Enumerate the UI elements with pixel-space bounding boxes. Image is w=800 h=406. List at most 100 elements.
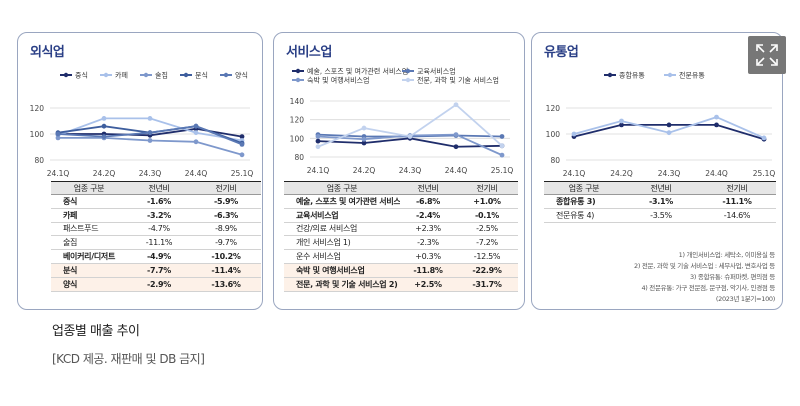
data-point — [453, 102, 459, 108]
y-tick-label: 80 — [34, 156, 44, 165]
legend-label: 종합유통 — [619, 71, 645, 80]
panel-retail: 유통업 80 100 120 24.1Q 24.2Q 24.3Q 24.4Q 25.1Q 종합유… — [531, 32, 783, 310]
data-point — [315, 134, 321, 139]
x-tick-label: 24.4Q — [445, 166, 468, 175]
y-tick-label: 120 — [546, 104, 561, 113]
footnote: 4) 전문유통: 가구 전문점, 문구점, 악기사, 인경점 등 — [641, 284, 775, 292]
y-tick-label: 100 — [290, 134, 305, 143]
table-row: 예술, 스포츠 및 여가관련 서비스업 -6.8% +1.0% — [284, 194, 518, 209]
table-cell-qoq: -31.7% — [456, 277, 518, 292]
panel-food: 외식업 80 100 120 24.1Q 24.2Q 24.3Q 24.4Q 25.1Q 중식 카… — [17, 32, 263, 310]
footnote: 3) 종합유통: 슈퍼마켓, 편의점 등 — [690, 273, 775, 281]
table-cell-qoq: -22.9% — [456, 263, 518, 278]
table-row: 숙박 및 여행서비스업 -11.8% -22.9% — [284, 263, 518, 278]
expand-icon — [756, 44, 778, 66]
table-row: 건강/의료 서비스업 +2.3% -2.5% — [284, 222, 518, 237]
table-cell-yoy: -7.7% — [127, 263, 191, 278]
table-cell-name: 베이커리/디저트 — [51, 249, 127, 264]
legend-label: 양식 — [235, 71, 248, 80]
table-cell-name: 개인 서비스업 1) — [284, 235, 400, 251]
table-cell-qoq: +1.0% — [456, 194, 518, 209]
table-row: 양식 -2.9% -13.6% — [51, 277, 261, 292]
table-cell-name: 양식 — [51, 277, 127, 292]
footnote: 1) 개인서비스업: 세탁소, 이미용실 등 — [678, 251, 776, 259]
table-header-cell: 업종 구분 — [544, 181, 624, 195]
y-tick-label: 100 — [546, 130, 561, 139]
line-chart-food: 80 100 120 24.1Q 24.2Q 24.3Q 24.4Q 25.1Q 중식 카페 술집 분… — [30, 71, 254, 179]
image-caption: 업종별 매출 추이 — [52, 324, 140, 339]
panel-title: 외식업 — [30, 45, 65, 60]
table-cell-name: 중식 — [51, 194, 127, 209]
legend-label: 술집 — [155, 71, 168, 80]
legend-label: 전문, 과학 및 기술 서비스업 — [417, 76, 499, 85]
data-point — [407, 134, 413, 139]
legend-marker — [143, 72, 149, 78]
table-cell-qoq: -6.3% — [191, 208, 261, 223]
table-cell-name: 교육서비스업 — [284, 208, 400, 223]
table-cell-yoy: -11.8% — [400, 263, 456, 278]
table-header-cell: 전기비 — [191, 181, 261, 195]
data-point — [619, 118, 624, 124]
legend-marker — [405, 68, 411, 74]
x-tick-label: 25.1Q — [753, 169, 776, 178]
table-cell-yoy: +0.3% — [400, 249, 456, 264]
line-chart-retail: 80 100 120 24.1Q 24.2Q 24.3Q 24.4Q 25.1Q 종합유통 전문유… — [546, 71, 776, 179]
table-row: 중식 -1.6% -5.9% — [51, 194, 261, 209]
data-point — [55, 135, 61, 141]
table-cell-qoq: -0.1% — [456, 208, 518, 223]
legend-label: 교육서비스업 — [417, 67, 456, 76]
table-cell-yoy: -3.5% — [624, 208, 698, 223]
table-cell-yoy: -3.2% — [127, 208, 191, 223]
legend-label: 예술, 스포츠 및 여가관련 서비스업 — [307, 67, 408, 76]
legend-marker — [63, 72, 69, 78]
data-point — [55, 131, 61, 137]
y-tick-label: 120 — [290, 116, 305, 125]
x-tick-label: 25.1Q — [491, 166, 514, 175]
panel-title: 유통업 — [544, 45, 579, 60]
legend-label: 전문유통 — [679, 71, 705, 80]
table-row: 패스트푸드 -4.7% -8.9% — [51, 222, 261, 237]
expand-button[interactable] — [748, 36, 786, 74]
legend-marker — [103, 72, 109, 78]
table-cell-name: 패스트푸드 — [51, 222, 127, 237]
table-header-cell: 전기비 — [698, 181, 776, 195]
x-tick-label: 24.2Q — [353, 166, 376, 175]
data-point — [714, 114, 719, 120]
x-tick-label: 24.1Q — [47, 169, 70, 178]
table-header-row: 업종 구분 전년비 전기비 — [284, 181, 518, 195]
table-header-cell: 전년비 — [624, 181, 698, 195]
table-row: 술집 -11.1% -9.7% — [51, 235, 261, 251]
table-cell-yoy: -2.9% — [127, 277, 191, 292]
data-point — [239, 142, 245, 147]
legend-label: 숙박 및 여행서비스업 — [307, 76, 369, 85]
table-cell-name: 종합유통 3) — [544, 194, 624, 209]
data-point — [239, 134, 245, 139]
table-cell-name: 전문, 과학 및 기술 서비스업 2) — [284, 277, 400, 292]
data-point — [619, 122, 624, 128]
table-cell-qoq: -9.7% — [191, 235, 261, 251]
footnote: (2023년 1분기=100) — [715, 295, 775, 303]
table-header-row: 업종 구분 전년비 전기비 — [544, 181, 776, 195]
table-cell-qoq: -5.9% — [191, 194, 261, 209]
table-cell-qoq: -7.2% — [456, 235, 518, 251]
data-table-retail: 업종 구분 전년비 전기비 종합유통 3) -3.1% -11.1% 전문유통 4) -3.… — [544, 181, 776, 223]
table-cell-yoy: -6.8% — [400, 194, 456, 209]
table-row: 분식 -7.7% -11.4% — [51, 263, 261, 278]
table-cell-yoy: -4.7% — [127, 222, 191, 237]
table-cell-qoq: -10.2% — [191, 249, 261, 264]
x-tick-label: 24.1Q — [563, 169, 586, 178]
data-point — [571, 131, 577, 137]
table-cell-name: 전문유통 4) — [544, 208, 624, 223]
panel-service: 서비스업 80 100 120 140 24.1Q 24.2Q 24.3Q 24.4Q 25.1… — [273, 32, 525, 310]
data-point — [453, 144, 459, 150]
image-source: [KCD 제공. 재판매 및 DB 금지] — [52, 352, 205, 366]
data-table-service: 업종 구분 전년비 전기비 예술, 스포츠 및 여가관련 서비스업 -6.8% +1.0… — [284, 181, 518, 292]
table-row: 베이커리/디저트 -4.9% -10.2% — [51, 249, 261, 264]
y-tick-label: 140 — [290, 97, 305, 106]
table-cell-qoq: -12.5% — [456, 249, 518, 264]
y-tick-label: 80 — [550, 156, 560, 165]
table-row: 카페 -3.2% -6.3% — [51, 208, 261, 223]
data-point — [361, 136, 367, 142]
data-point — [101, 123, 107, 129]
data-point — [714, 122, 719, 128]
